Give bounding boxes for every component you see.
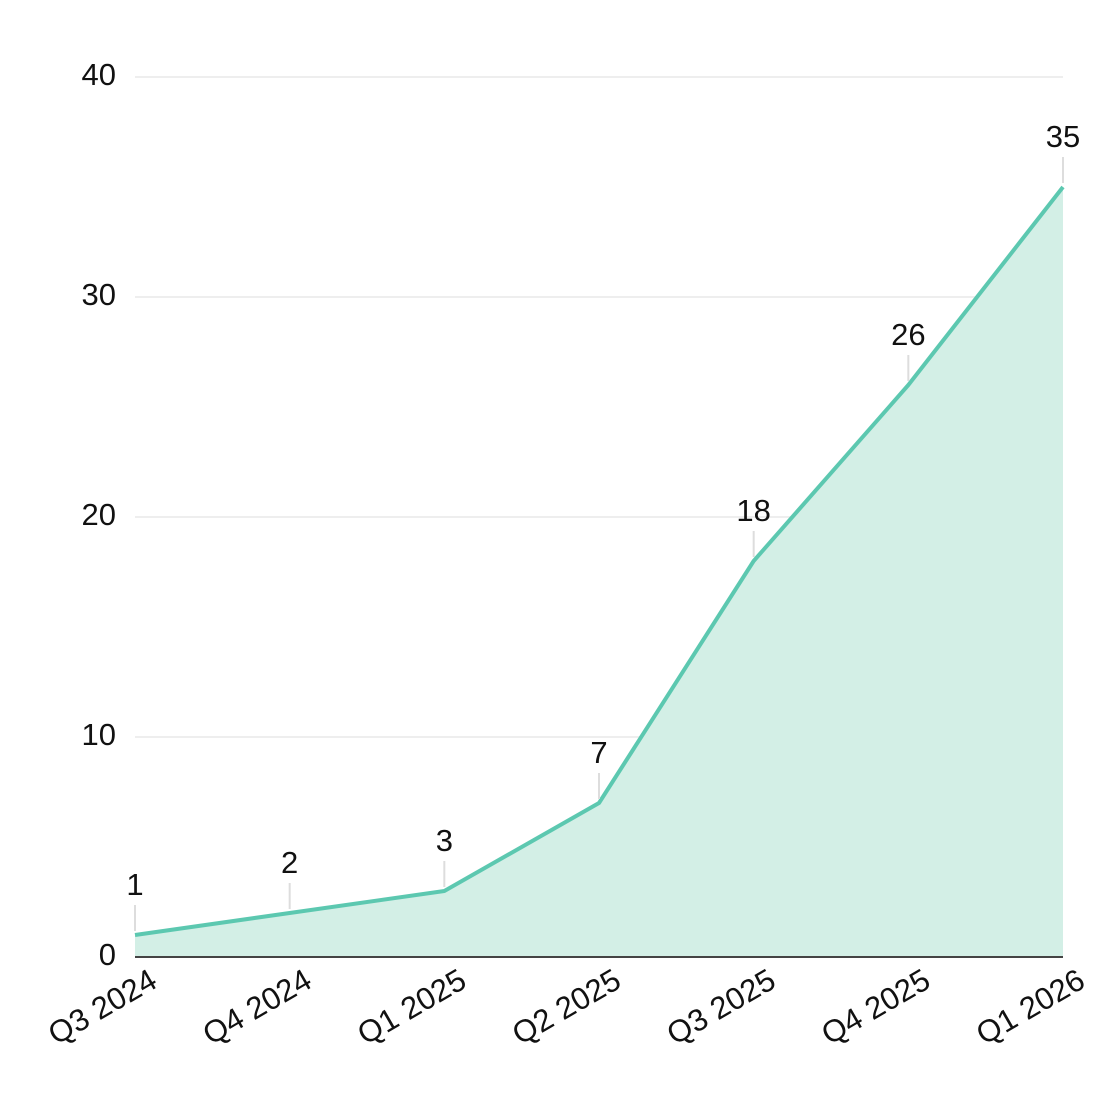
y-tick-label: 30 — [82, 277, 116, 312]
y-tick-label: 40 — [82, 57, 116, 92]
data-label: 3 — [436, 823, 453, 858]
x-tick-label: Q1 2025 — [351, 962, 472, 1052]
data-label: 18 — [736, 493, 770, 528]
area-fill — [135, 187, 1063, 957]
x-tick-label: Q3 2025 — [661, 962, 782, 1052]
x-tick-label: Q4 2025 — [815, 962, 936, 1052]
y-tick-label: 0 — [99, 937, 116, 972]
data-label: 1 — [126, 867, 143, 902]
y-tick-label: 10 — [82, 717, 116, 752]
data-label: 26 — [891, 317, 925, 352]
x-tick-label: Q3 2024 — [42, 962, 163, 1052]
x-tick-label: Q1 2026 — [970, 962, 1091, 1052]
data-label: 7 — [590, 735, 607, 770]
data-label: 2 — [281, 845, 298, 880]
data-label: 35 — [1046, 119, 1080, 154]
area-line — [134, 185, 1065, 937]
x-tick-label: Q4 2024 — [197, 962, 318, 1052]
y-tick-label: 20 — [82, 497, 116, 532]
x-tick-label: Q2 2025 — [506, 962, 627, 1052]
